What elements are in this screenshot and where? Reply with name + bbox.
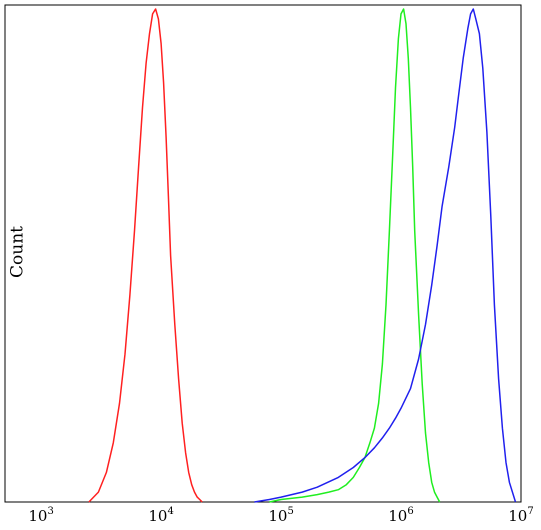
x-tick-label-4: 107	[508, 506, 533, 525]
x-tick-label-3: 106	[388, 506, 413, 525]
x-tick-exponent: 4	[167, 506, 173, 517]
x-tick-base: 10	[388, 507, 407, 525]
series-line-2	[254, 8, 517, 503]
x-tick-label-2: 105	[268, 506, 293, 525]
x-tick-exponent: 6	[407, 506, 413, 517]
x-tick-exponent: 7	[527, 506, 533, 517]
x-tick-exponent: 3	[47, 506, 53, 517]
series-layer	[88, 8, 517, 503]
x-tick-base: 10	[508, 507, 527, 525]
series-line-1	[269, 8, 441, 503]
x-tick-exponent: 5	[287, 506, 293, 517]
series-line-0	[88, 8, 203, 503]
plot-frame	[4, 4, 522, 503]
x-tick-label-0: 103	[28, 506, 53, 525]
x-tick-label-1: 104	[148, 506, 173, 525]
x-tick-base: 10	[268, 507, 287, 525]
x-tick-base: 10	[148, 507, 167, 525]
y-axis-label: Count	[8, 226, 28, 278]
x-tick-layer: 103 104 105 106 107	[28, 506, 533, 525]
x-tick-base: 10	[28, 507, 47, 525]
